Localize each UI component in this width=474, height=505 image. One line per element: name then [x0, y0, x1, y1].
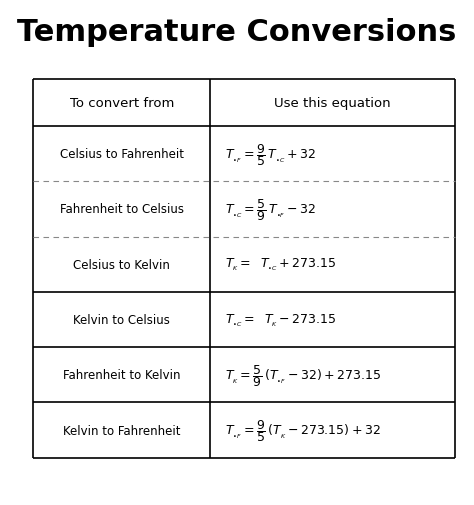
Text: $T_{_{\bullet F}} = \dfrac{9}{5}\, T_{_{\bullet C}} + 32$: $T_{_{\bullet F}} = \dfrac{9}{5}\, T_{_{… [225, 141, 316, 167]
Text: Image ID: 2K337N8
www.alamy.com: Image ID: 2K337N8 www.alamy.com [399, 481, 460, 491]
Text: $T_{_{\bullet C}} = \dfrac{5}{9}\, T_{_{\bullet F}} - 32$: $T_{_{\bullet C}} = \dfrac{5}{9}\, T_{_{… [225, 196, 316, 222]
Text: To convert from: To convert from [70, 96, 174, 110]
Text: $T_{_K} = \dfrac{5}{9}\,( T_{_{\bullet F}} - 32) + 273.15$: $T_{_K} = \dfrac{5}{9}\,( T_{_{\bullet F… [225, 362, 381, 388]
Text: $T_{_{\bullet C}} =\;\ T_{_K} - 273.15$: $T_{_{\bullet C}} =\;\ T_{_K} - 273.15$ [225, 312, 336, 328]
Text: $T_{_K} =\;\ T_{_{\bullet C}} + 273.15$: $T_{_K} =\;\ T_{_{\bullet C}} + 273.15$ [225, 257, 336, 273]
Text: $T_{_{\bullet F}} = \dfrac{9}{5}\,( T_{_K} - 273.15) + 32$: $T_{_{\bullet F}} = \dfrac{9}{5}\,( T_{_… [225, 417, 380, 443]
Text: alamy: alamy [19, 479, 71, 493]
Text: Fahrenheit to Kelvin: Fahrenheit to Kelvin [63, 369, 181, 381]
Text: Fahrenheit to Celsius: Fahrenheit to Celsius [60, 203, 184, 216]
Text: Kelvin to Celsius: Kelvin to Celsius [73, 313, 170, 326]
Text: Celsius to Kelvin: Celsius to Kelvin [73, 258, 170, 271]
Text: Temperature Conversions: Temperature Conversions [18, 18, 456, 47]
Text: Use this equation: Use this equation [274, 96, 391, 110]
Text: Celsius to Fahrenheit: Celsius to Fahrenheit [60, 148, 184, 161]
Text: Kelvin to Fahrenheit: Kelvin to Fahrenheit [63, 424, 181, 437]
